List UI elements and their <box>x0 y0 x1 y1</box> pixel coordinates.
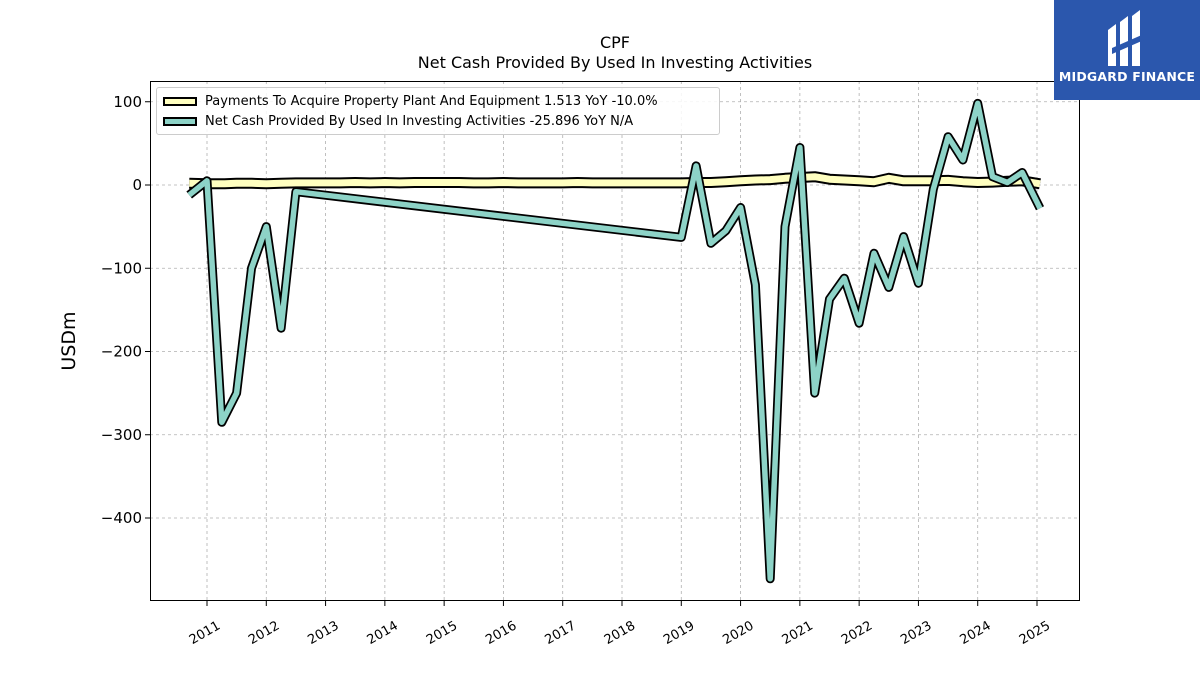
legend-swatch-capex <box>163 96 197 106</box>
x-tick-label: 2021 <box>780 618 816 648</box>
x-tick-label: 2014 <box>365 618 401 648</box>
y-tick-label: 0 <box>132 176 142 194</box>
x-tick-label: 2025 <box>1017 618 1053 648</box>
x-tick-label: 2020 <box>720 618 756 648</box>
legend-item-investing: Net Cash Provided By Used In Investing A… <box>163 112 633 130</box>
legend-item-capex: Payments To Acquire Property Plant And E… <box>163 92 658 110</box>
y-tick-label: −100 <box>101 259 142 277</box>
x-tick-label: 2013 <box>305 618 341 648</box>
x-tick-label: 2022 <box>839 618 875 648</box>
investing-series-line <box>187 100 1043 582</box>
x-tick-label: 2019 <box>661 618 697 648</box>
investing-series-outline <box>186 98 1045 584</box>
x-tick-label: 2017 <box>543 618 579 648</box>
x-axis: 2011 2012 2013 2014 2015 2016 2017 2018 2019 2020… <box>187 601 1053 648</box>
x-tick-label: 2018 <box>602 618 638 648</box>
legend-swatch-investing <box>163 116 197 126</box>
y-axis: 100 0 −100 −200 −300 −400 <box>101 93 150 527</box>
midgard-finance-logo: MIDGARD FINANCE <box>1054 0 1200 100</box>
x-tick-label: 2015 <box>424 618 460 648</box>
chart-ticker: CPF <box>599 33 631 52</box>
plot-frame <box>150 81 1080 601</box>
logo-text: MIDGARD FINANCE <box>1058 69 1196 84</box>
capex-series-line <box>189 173 1041 188</box>
y-axis-label: USDm <box>58 311 80 370</box>
y-tick-label: −400 <box>101 509 142 527</box>
legend-label-capex: Payments To Acquire Property Plant And E… <box>205 93 658 109</box>
x-tick-label: 2024 <box>958 618 994 648</box>
series-layer <box>186 98 1045 584</box>
chart-title: Net Cash Provided By Used In Investing A… <box>417 53 813 72</box>
midgard-finance-logo-icon <box>1108 10 1144 66</box>
x-tick-label: 2011 <box>187 618 223 648</box>
x-tick-label: 2016 <box>483 618 519 648</box>
legend-label-investing: Net Cash Provided By Used In Investing A… <box>205 113 634 129</box>
legend: Payments To Acquire Property Plant And E… <box>156 87 720 135</box>
y-tick-label: −300 <box>101 426 142 444</box>
y-tick-label: −200 <box>101 343 142 361</box>
x-tick-label: 2023 <box>898 618 934 648</box>
x-tick-label: 2012 <box>246 618 282 648</box>
y-tick-label: 100 <box>113 93 142 111</box>
